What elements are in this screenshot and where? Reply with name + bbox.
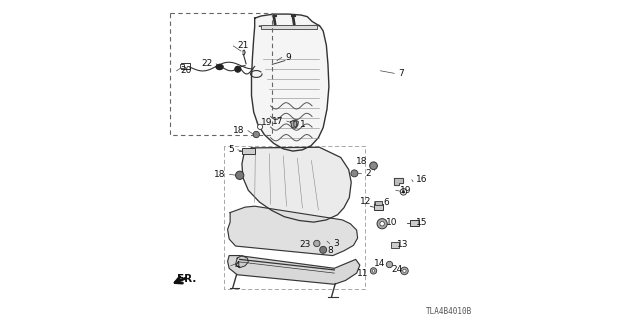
Circle shape — [370, 162, 378, 170]
Polygon shape — [291, 120, 297, 128]
Text: TLA4B4010B: TLA4B4010B — [426, 307, 472, 316]
Polygon shape — [243, 50, 245, 55]
Circle shape — [372, 270, 375, 272]
Text: 7: 7 — [398, 69, 404, 78]
Circle shape — [387, 261, 393, 268]
Circle shape — [351, 170, 358, 177]
Polygon shape — [252, 14, 329, 151]
Circle shape — [401, 267, 408, 275]
Bar — [261, 25, 317, 29]
Polygon shape — [394, 179, 403, 186]
Text: FR.: FR. — [177, 274, 196, 284]
Circle shape — [257, 124, 262, 129]
Text: 19: 19 — [399, 186, 411, 195]
Text: 21: 21 — [237, 41, 248, 51]
Circle shape — [377, 219, 387, 229]
Text: 14: 14 — [374, 259, 385, 268]
Bar — [170, 13, 272, 134]
Polygon shape — [228, 206, 358, 256]
Text: 22: 22 — [201, 59, 212, 68]
Bar — [180, 64, 184, 68]
Text: 6: 6 — [384, 197, 390, 206]
Text: 18: 18 — [214, 170, 226, 179]
Polygon shape — [228, 256, 360, 284]
Circle shape — [236, 171, 244, 180]
Text: 2: 2 — [365, 169, 371, 178]
Text: 1: 1 — [300, 120, 306, 130]
Text: 9: 9 — [285, 53, 291, 62]
Circle shape — [320, 246, 326, 253]
Text: 24: 24 — [391, 265, 402, 275]
Bar — [391, 242, 399, 248]
Polygon shape — [236, 256, 248, 268]
Text: 19: 19 — [260, 118, 272, 127]
Circle shape — [371, 268, 377, 274]
Text: 12: 12 — [360, 197, 371, 206]
Bar — [410, 220, 419, 226]
Circle shape — [253, 131, 259, 138]
Ellipse shape — [216, 64, 223, 69]
Bar — [375, 201, 382, 204]
Circle shape — [314, 240, 320, 247]
Circle shape — [402, 191, 404, 193]
Text: 20: 20 — [180, 66, 192, 75]
Text: 8: 8 — [327, 246, 333, 255]
Text: 16: 16 — [415, 175, 427, 184]
Circle shape — [380, 221, 385, 226]
Text: 18: 18 — [356, 157, 367, 166]
Text: 11: 11 — [357, 268, 369, 278]
Bar — [181, 63, 190, 69]
Polygon shape — [242, 147, 351, 222]
Text: 23: 23 — [300, 240, 311, 249]
Bar — [242, 148, 255, 154]
Text: 15: 15 — [416, 218, 428, 227]
Circle shape — [403, 269, 406, 272]
Text: 13: 13 — [396, 240, 408, 249]
Text: 4: 4 — [235, 261, 240, 270]
Text: 5: 5 — [228, 145, 234, 154]
Circle shape — [400, 189, 406, 195]
Text: 17: 17 — [271, 116, 283, 126]
Circle shape — [235, 66, 241, 72]
Text: 3: 3 — [333, 239, 339, 248]
Text: 18: 18 — [233, 126, 244, 135]
Polygon shape — [294, 121, 298, 127]
Bar — [374, 204, 383, 210]
Text: 10: 10 — [386, 218, 397, 227]
